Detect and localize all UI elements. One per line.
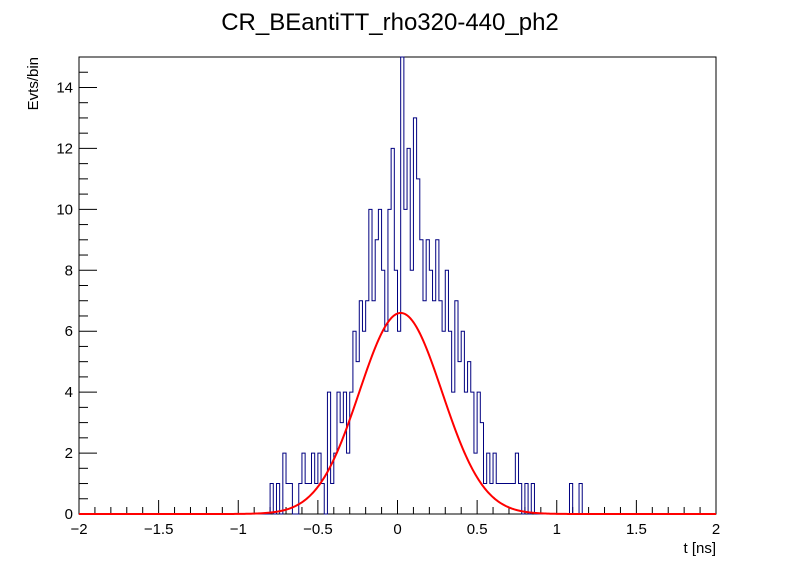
y-tick-label: 14 — [56, 79, 73, 96]
y-tick-label: 4 — [65, 384, 73, 401]
x-tick-label: 0 — [393, 521, 401, 538]
y-tick-label: 0 — [65, 506, 73, 523]
y-tick-label: 6 — [65, 323, 73, 340]
x-tick-label: −1.5 — [144, 521, 174, 538]
y-tick-label: 2 — [65, 445, 73, 462]
y-axis-label: Evts/bin — [25, 57, 42, 110]
y-tick-label: 8 — [65, 262, 73, 279]
gaussian-fit-curve — [79, 311, 716, 515]
x-tick-label: −1 — [230, 521, 247, 538]
x-axis: −2 −1.5 −1 −0.5 0 0.5 1 1.5 2 — [70, 500, 720, 538]
x-tick-label: 1 — [553, 521, 561, 538]
chart-title: CR_BEantiTT_rho320-440_ph2 — [221, 9, 559, 36]
fit-layer — [79, 311, 716, 515]
y-axis: 0 2 4 6 8 10 12 14 — [56, 56, 97, 523]
y-tick-label: 12 — [56, 140, 73, 157]
x-axis-label: t [ns] — [683, 540, 716, 557]
x-tick-label: −2 — [70, 521, 87, 538]
x-tick-label: −0.5 — [303, 521, 333, 538]
x-tick-label: 2 — [712, 521, 720, 538]
x-tick-label: 1.5 — [626, 521, 647, 538]
y-tick-label: 10 — [56, 201, 73, 218]
x-tick-label: 0.5 — [467, 521, 488, 538]
